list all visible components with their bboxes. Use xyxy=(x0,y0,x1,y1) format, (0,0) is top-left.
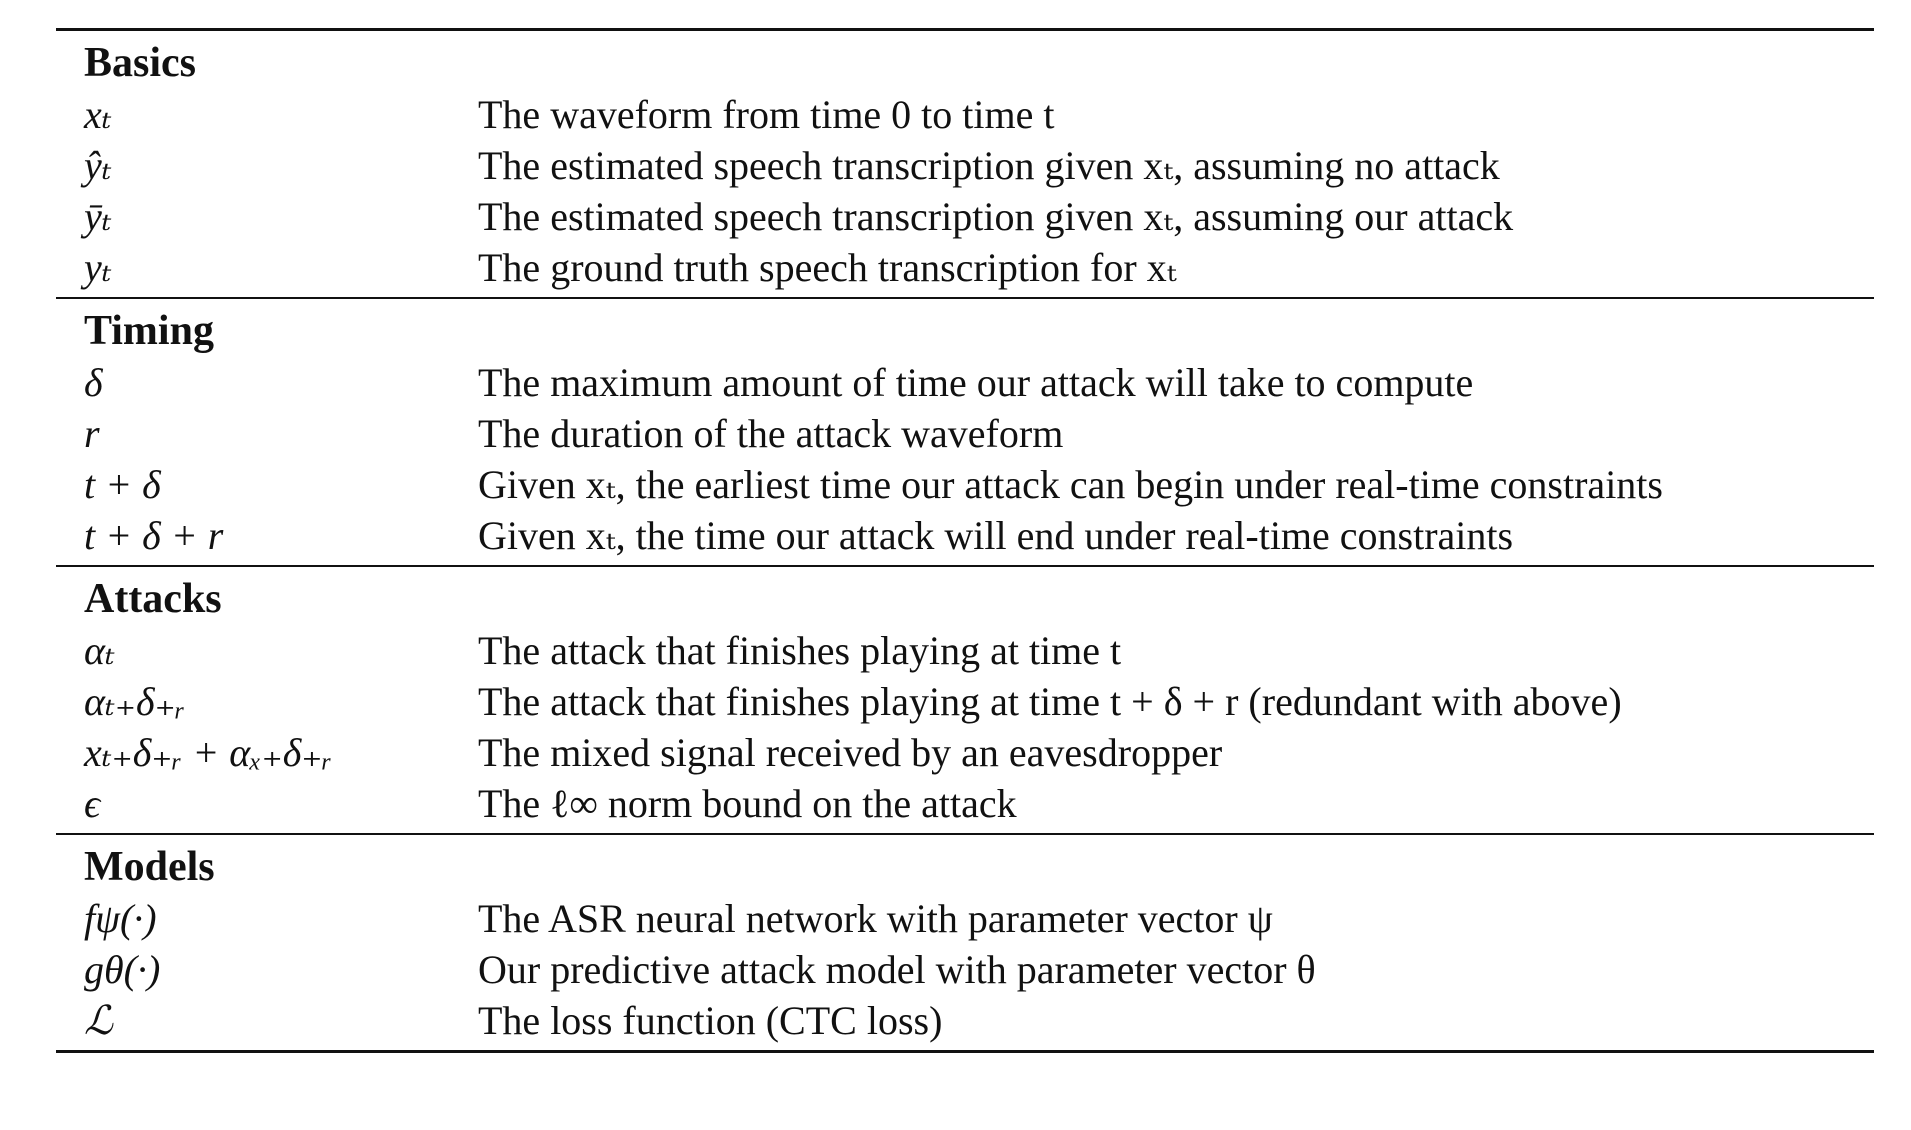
table-row: αₜ The attack that finishes playing at t… xyxy=(56,625,1874,676)
table-row: t + δ Given xₜ, the earliest time our at… xyxy=(56,459,1874,510)
symbol-cell: ŷₜ xyxy=(84,143,112,188)
symbol-cell: xₜ₊δ₊ᵣ + αₓ₊δ₊ᵣ xyxy=(84,730,333,775)
section-timing: Timing δ The maximum amount of time our … xyxy=(56,299,1874,565)
table-row: yₜ The ground truth speech transcription… xyxy=(56,242,1874,293)
symbol-cell: t + δ + r xyxy=(84,513,224,558)
description-cell: Given xₜ, the earliest time our attack c… xyxy=(478,462,1663,507)
description-cell: The ℓ∞ norm bound on the attack xyxy=(478,781,1017,826)
section-basics: Basics xₜ The waveform from time 0 to ti… xyxy=(56,31,1874,297)
description-cell: The attack that finishes playing at time… xyxy=(478,628,1122,673)
table-row: xₜ₊δ₊ᵣ + αₓ₊δ₊ᵣ The mixed signal receive… xyxy=(56,727,1874,778)
section-divider xyxy=(56,833,1874,835)
description-cell: Our predictive attack model with paramet… xyxy=(478,947,1316,992)
symbol-cell: gθ(·) xyxy=(84,947,161,992)
table-row: ȳₜ The estimated speech transcription gi… xyxy=(56,191,1874,242)
description-cell: The waveform from time 0 to time t xyxy=(478,92,1055,137)
description-cell: The estimated speech transcription given… xyxy=(478,194,1514,239)
symbol-cell: r xyxy=(84,411,100,456)
description-cell: The ASR neural network with parameter ve… xyxy=(478,896,1273,941)
description-cell: The ground truth speech transcription fo… xyxy=(478,245,1177,290)
table-row: fψ(·) The ASR neural network with parame… xyxy=(56,893,1874,944)
top-rule xyxy=(56,28,1874,31)
section-title: Attacks xyxy=(84,576,222,622)
section-attacks: Attacks αₜ The attack that finishes play… xyxy=(56,567,1874,833)
symbol-cell: t + δ xyxy=(84,462,161,507)
section-title: Basics xyxy=(84,40,197,86)
description-cell: The estimated speech transcription given… xyxy=(478,143,1500,188)
symbol-cell: δ xyxy=(84,360,103,405)
symbol-cell: ℒ xyxy=(84,998,113,1043)
table-row: ℒ The loss function (CTC loss) xyxy=(56,995,1874,1046)
notation-table: Basics xₜ The waveform from time 0 to ti… xyxy=(56,28,1874,1053)
description-cell: The attack that finishes playing at time… xyxy=(478,679,1622,724)
table-row: ϵ The ℓ∞ norm bound on the attack xyxy=(56,778,1874,829)
symbol-cell: ϵ xyxy=(84,781,101,826)
table-row: ŷₜ The estimated speech transcription gi… xyxy=(56,140,1874,191)
description-cell: The mixed signal received by an eavesdro… xyxy=(478,730,1223,775)
section-title: Timing xyxy=(84,308,214,354)
table-row: r The duration of the attack waveform xyxy=(56,408,1874,459)
symbol-cell: ȳₜ xyxy=(84,194,112,239)
symbol-cell: xₜ xyxy=(84,92,112,137)
symbol-cell: αₜ₊δ₊ᵣ xyxy=(84,679,186,724)
table-row: δ The maximum amount of time our attack … xyxy=(56,357,1874,408)
section-divider xyxy=(56,565,1874,567)
bottom-rule xyxy=(56,1050,1874,1053)
description-cell: The duration of the attack waveform xyxy=(478,411,1064,456)
table-row: t + δ + r Given xₜ, the time our attack … xyxy=(56,510,1874,561)
symbol-cell: αₜ xyxy=(84,628,115,673)
table-row: gθ(·) Our predictive attack model with p… xyxy=(56,944,1874,995)
description-cell: The maximum amount of time our attack wi… xyxy=(478,360,1474,405)
symbol-cell: yₜ xyxy=(84,245,112,290)
description-cell: The loss function (CTC loss) xyxy=(478,998,943,1043)
description-cell: Given xₜ, the time our attack will end u… xyxy=(478,513,1514,558)
section-models: Models fψ(·) The ASR neural network with… xyxy=(56,835,1874,1050)
section-title: Models xyxy=(84,844,215,890)
table-row: xₜ The waveform from time 0 to time t xyxy=(56,89,1874,140)
section-divider xyxy=(56,297,1874,299)
table-row: αₜ₊δ₊ᵣ The attack that finishes playing … xyxy=(56,676,1874,727)
symbol-cell: fψ(·) xyxy=(84,896,157,941)
